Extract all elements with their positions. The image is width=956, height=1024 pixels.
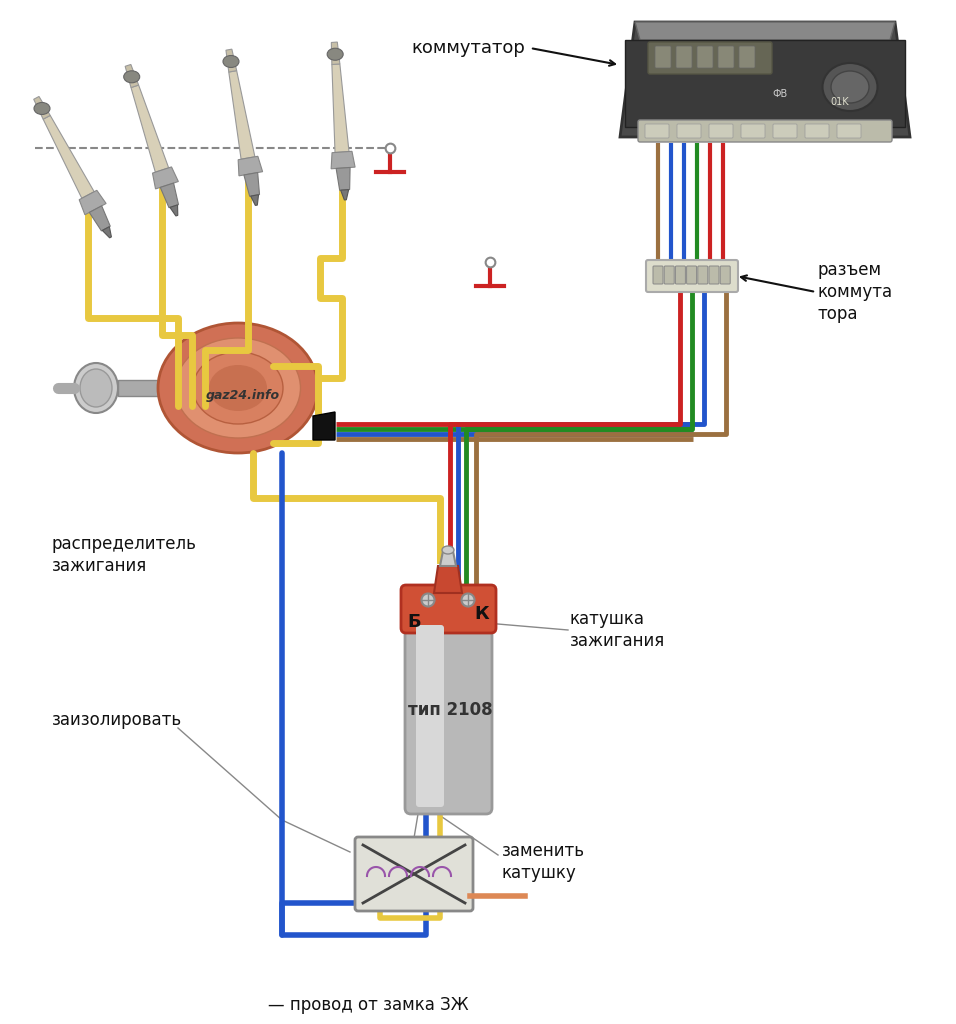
Ellipse shape xyxy=(209,365,267,411)
FancyBboxPatch shape xyxy=(718,46,734,68)
Text: К: К xyxy=(475,605,489,623)
Ellipse shape xyxy=(462,594,474,606)
Text: коммутатор: коммутатор xyxy=(411,39,525,57)
FancyBboxPatch shape xyxy=(805,124,829,138)
Text: катушка
зажигания: катушка зажигания xyxy=(570,610,665,650)
Polygon shape xyxy=(337,168,350,190)
Polygon shape xyxy=(161,183,179,208)
Polygon shape xyxy=(102,226,112,238)
Text: 01K: 01K xyxy=(831,97,849,106)
Ellipse shape xyxy=(442,546,454,554)
FancyBboxPatch shape xyxy=(698,266,707,284)
FancyBboxPatch shape xyxy=(675,266,685,284)
Polygon shape xyxy=(89,206,110,230)
FancyBboxPatch shape xyxy=(697,46,713,68)
FancyBboxPatch shape xyxy=(645,124,669,138)
Text: заизолировать: заизолировать xyxy=(52,711,183,729)
Ellipse shape xyxy=(422,594,434,606)
FancyBboxPatch shape xyxy=(653,266,663,284)
Ellipse shape xyxy=(158,323,318,453)
Polygon shape xyxy=(250,195,258,206)
Text: — провод от замка ЗЖ: — провод от замка ЗЖ xyxy=(268,996,468,1014)
FancyBboxPatch shape xyxy=(401,585,496,633)
Text: тип 2108: тип 2108 xyxy=(407,701,492,719)
Text: Б: Б xyxy=(407,613,421,631)
FancyBboxPatch shape xyxy=(648,42,772,74)
FancyBboxPatch shape xyxy=(677,124,701,138)
Text: ФВ: ФВ xyxy=(772,89,788,99)
Ellipse shape xyxy=(74,362,118,413)
FancyBboxPatch shape xyxy=(646,260,738,292)
Polygon shape xyxy=(332,63,349,153)
FancyBboxPatch shape xyxy=(686,266,697,284)
Polygon shape xyxy=(635,22,895,40)
FancyBboxPatch shape xyxy=(739,46,755,68)
FancyBboxPatch shape xyxy=(416,625,444,807)
FancyBboxPatch shape xyxy=(355,837,473,911)
Polygon shape xyxy=(434,566,462,593)
Polygon shape xyxy=(170,205,178,216)
Polygon shape xyxy=(228,71,255,159)
Ellipse shape xyxy=(822,63,878,111)
Polygon shape xyxy=(79,190,106,215)
Polygon shape xyxy=(43,116,95,199)
FancyBboxPatch shape xyxy=(720,266,730,284)
Ellipse shape xyxy=(176,338,300,438)
Ellipse shape xyxy=(34,102,50,115)
Polygon shape xyxy=(125,65,139,87)
FancyBboxPatch shape xyxy=(655,46,671,68)
Polygon shape xyxy=(131,85,168,172)
Text: заменить
катушку: заменить катушку xyxy=(502,842,585,882)
Ellipse shape xyxy=(193,352,283,424)
Text: распределитель
зажигания: распределитель зажигания xyxy=(52,535,197,575)
Ellipse shape xyxy=(80,369,112,407)
Polygon shape xyxy=(625,40,905,127)
Polygon shape xyxy=(226,49,237,72)
Ellipse shape xyxy=(831,71,869,103)
Polygon shape xyxy=(33,96,51,119)
Ellipse shape xyxy=(327,48,343,60)
FancyBboxPatch shape xyxy=(676,46,692,68)
FancyBboxPatch shape xyxy=(664,266,674,284)
Polygon shape xyxy=(153,167,179,188)
FancyBboxPatch shape xyxy=(405,614,492,814)
Polygon shape xyxy=(340,189,349,200)
FancyBboxPatch shape xyxy=(773,124,797,138)
Ellipse shape xyxy=(223,55,239,68)
FancyBboxPatch shape xyxy=(741,124,765,138)
FancyBboxPatch shape xyxy=(837,124,861,138)
Text: gaz24.info: gaz24.info xyxy=(206,389,280,402)
Polygon shape xyxy=(313,412,335,440)
Polygon shape xyxy=(620,22,910,137)
Text: разъем
коммута
тора: разъем коммута тора xyxy=(818,261,893,324)
Polygon shape xyxy=(331,152,355,169)
Polygon shape xyxy=(244,172,259,197)
Ellipse shape xyxy=(123,71,140,83)
Polygon shape xyxy=(238,157,263,176)
Polygon shape xyxy=(118,380,158,396)
FancyBboxPatch shape xyxy=(638,120,892,142)
FancyBboxPatch shape xyxy=(709,124,733,138)
Polygon shape xyxy=(332,42,339,65)
Polygon shape xyxy=(440,551,456,566)
FancyBboxPatch shape xyxy=(709,266,719,284)
